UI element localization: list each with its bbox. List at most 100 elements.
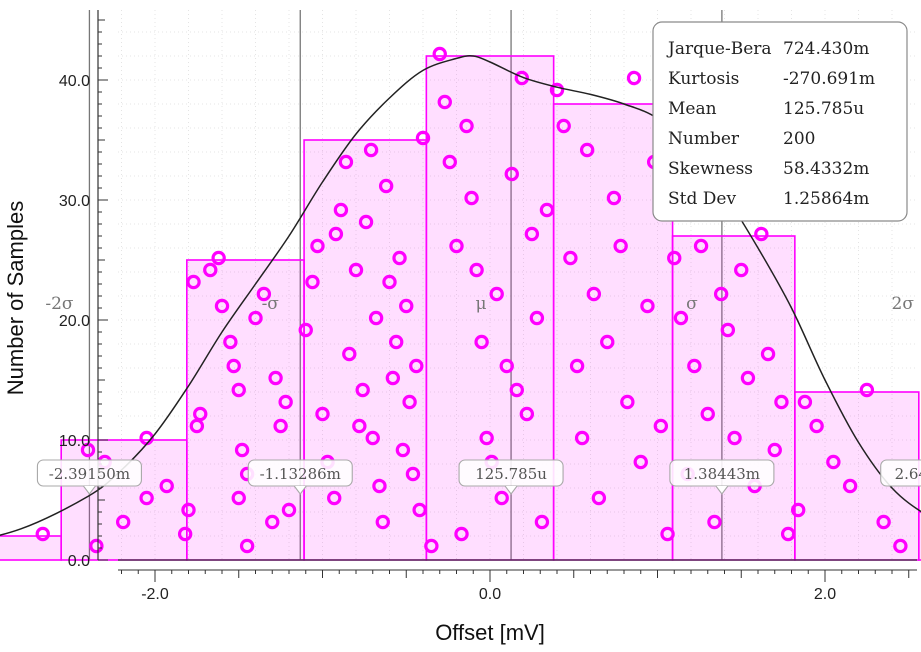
sample-point — [760, 346, 776, 362]
sample-point — [203, 262, 218, 278]
sample-point — [265, 514, 280, 530]
sample-point — [385, 370, 401, 386]
sample-point — [409, 358, 424, 374]
sample-point — [442, 154, 457, 170]
sample-point — [809, 418, 824, 434]
sample-point — [859, 382, 875, 398]
histogram-bar — [303, 139, 428, 561]
sigma-value-callout-pointer — [504, 485, 518, 495]
sample-point — [713, 286, 729, 302]
sample-point — [399, 298, 414, 314]
statistics-panel: Jarque-Bera 724.430m Kurtosis -270.691m Mean… — [652, 21, 908, 222]
sample-point — [239, 538, 255, 554]
sample-point — [234, 442, 250, 458]
sample-point — [479, 430, 494, 446]
sample-point — [600, 334, 615, 350]
y-tick-label: 40.0 — [59, 73, 90, 90]
stat-label: Kurtosis — [668, 69, 739, 89]
sample-point — [35, 526, 50, 542]
sample-point — [509, 382, 524, 398]
sample-point — [574, 430, 590, 446]
y-axis-title: Number of Samples — [3, 201, 28, 395]
sample-point — [395, 442, 411, 458]
stat-value: 125.785u — [783, 99, 864, 119]
sample-point — [80, 442, 96, 458]
sample-point — [327, 490, 342, 506]
sample-point — [569, 358, 585, 374]
sample-point — [437, 94, 452, 110]
sample-point — [474, 334, 489, 350]
sample-point — [177, 526, 193, 542]
sigma-value-callout-box — [880, 459, 921, 487]
sample-point — [358, 214, 374, 230]
sample-point — [499, 358, 514, 374]
sample-point — [223, 334, 238, 350]
sample-point — [338, 154, 354, 170]
x-axis-title: Offset [mV] — [435, 620, 545, 645]
sample-point — [613, 238, 628, 254]
sample-point — [372, 478, 387, 494]
sample-point — [226, 358, 241, 374]
sample-point — [248, 310, 263, 326]
sample-point — [298, 322, 313, 338]
x-tick-label: 2.0 — [814, 586, 836, 603]
sigma-value-callout-pointer — [293, 485, 307, 495]
sample-point — [193, 406, 208, 422]
sample-point — [640, 298, 655, 314]
sample-point — [464, 190, 479, 206]
sample-point — [586, 286, 602, 302]
sample-point — [186, 274, 201, 290]
sample-point — [720, 322, 736, 338]
sample-point — [89, 538, 104, 554]
sample-point — [342, 346, 357, 362]
sample-point — [310, 238, 325, 254]
fit-curve-group — [0, 55, 921, 536]
sample-point — [328, 226, 344, 242]
sample-point — [432, 46, 447, 62]
sample-point — [454, 526, 469, 542]
sample-point — [774, 394, 789, 410]
sample-point — [256, 286, 272, 302]
sample-point — [626, 70, 642, 86]
stat-label: Std Dev — [668, 189, 736, 209]
sample-point — [633, 454, 648, 470]
sample-point — [653, 418, 669, 434]
sigma-value-labels: -3.65014m-2.39150m-1.13286m125.785u1.384… — [36, 459, 921, 495]
sample-point — [826, 454, 841, 470]
sample-point — [382, 274, 397, 290]
sample-point — [211, 250, 226, 266]
sample-point — [305, 274, 320, 290]
sample-point — [405, 466, 421, 482]
sample-point — [459, 118, 474, 134]
sample-point — [734, 262, 749, 278]
stat-label: Number — [668, 129, 740, 149]
axes: -4.0-2.00.02.04.00.010.020.030.040.0 — [59, 10, 917, 603]
histogram-bar — [0, 535, 62, 561]
y-tick-label: 20.0 — [59, 313, 90, 330]
sample-point — [673, 310, 689, 326]
sigma-value-callout: 125.785u — [458, 459, 564, 495]
statistics-rows: Jarque-Bera 724.430m Kurtosis -270.691m Mean… — [666, 39, 875, 209]
stat-value: 200 — [783, 129, 815, 149]
sample-point — [754, 226, 769, 242]
sigma-label: σ — [686, 294, 698, 314]
stat-label: Skewness — [668, 159, 753, 179]
sample-point — [402, 394, 417, 410]
sample-point — [333, 202, 349, 218]
y-tick-label: 10.0 — [59, 433, 90, 450]
sample-point — [352, 418, 367, 434]
sample-point — [687, 358, 702, 374]
stat-value: -270.691m — [783, 69, 875, 89]
sample-point — [424, 538, 439, 554]
sample-point — [368, 310, 384, 326]
sigma-value-callout: 1.38443m — [669, 459, 775, 495]
sample-point — [159, 478, 174, 494]
sample-point — [524, 226, 540, 242]
sigma-label: 2σ — [892, 294, 915, 314]
sigma-value-label: 2.64307m — [895, 465, 921, 483]
sample-point — [389, 334, 404, 350]
sample-point — [693, 238, 709, 254]
stat-label: Mean — [668, 99, 717, 119]
sample-point — [556, 118, 571, 134]
